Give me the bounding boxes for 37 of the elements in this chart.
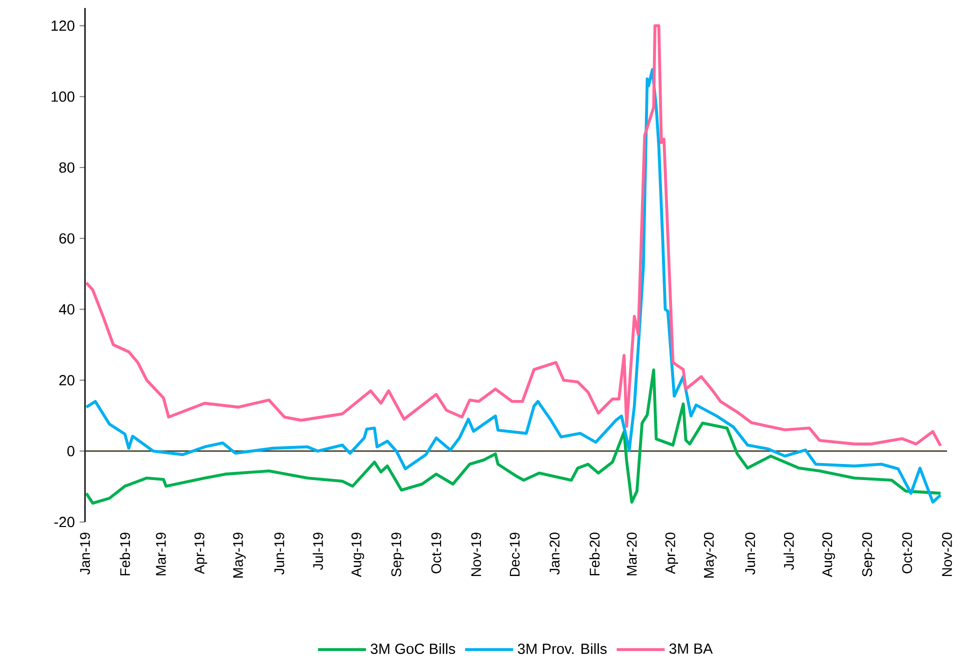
legend-label: 3M BA: [669, 643, 713, 654]
y-tick-label: 120: [52, 20, 74, 31]
x-tick-label: Jul-19: [312, 532, 324, 570]
x-tick-label: Aug-20: [822, 532, 835, 578]
y-tick-label: 80: [59, 162, 74, 173]
x-tick-label: Jan-19: [80, 532, 90, 575]
x-tick-label: May-20: [704, 532, 717, 578]
x-tick-label: Jul-20: [784, 532, 794, 570]
x-tick-label: May-19: [233, 532, 246, 578]
y-tick-label: 100: [52, 91, 74, 102]
x-tick-label: Mar-19: [156, 532, 166, 576]
x-tick-label: Feb-20: [589, 532, 600, 576]
x-tick-label: Jun-19: [274, 532, 284, 575]
x-tick-label: Feb-19: [120, 532, 130, 576]
x-tick-label: Sep-19: [391, 532, 404, 577]
y-tick-label: 40: [58, 304, 74, 314]
x-tick-label: Sep-20: [862, 532, 875, 577]
x-tick-label: Jun-20: [745, 532, 756, 575]
x-tick-label: Nov-20: [942, 532, 952, 576]
y-tick-label: 20: [59, 375, 74, 386]
x-tick-label: Nov-19: [471, 532, 482, 576]
x-tick-label: Jan-20: [550, 532, 560, 575]
x-tick-label: Mar-20: [626, 532, 637, 576]
line-series: [84, 368, 942, 505]
x-tick-label: Oct-19: [431, 532, 442, 574]
x-tick-label: Apr-20: [665, 532, 678, 574]
y-tick-label: -20: [54, 516, 74, 528]
x-tick-label: Oct-20: [902, 532, 912, 574]
x-tick-label: Aug-19: [351, 532, 364, 578]
legend-label: 3M GoC Bills: [370, 643, 456, 654]
line-series: [84, 24, 942, 448]
y-tick-label: 0: [67, 446, 74, 456]
x-tick-label: Apr-19: [194, 532, 208, 574]
legend-label: 3M Prov. Bills: [518, 643, 607, 654]
line-series: [84, 68, 942, 504]
x-tick-label: Dec-19: [510, 532, 520, 576]
y-tick-label: 60: [59, 233, 74, 244]
